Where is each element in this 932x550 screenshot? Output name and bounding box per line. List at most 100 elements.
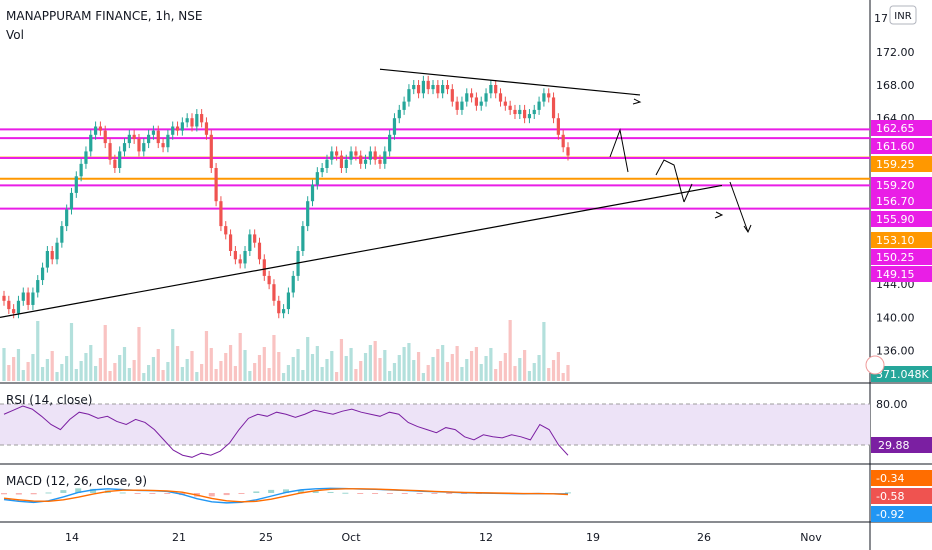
volume-bar: [267, 368, 271, 381]
volume-bar: [335, 372, 339, 381]
time-axis[interactable]: 14 21 25 Oct 12 19 26 Nov: [65, 531, 822, 544]
volume-bar: [238, 333, 242, 381]
price-label: 159.25: [876, 158, 915, 171]
candle-body: [426, 80, 430, 90]
candle-body: [363, 159, 368, 164]
candle-body: [175, 126, 180, 131]
macd-value-box: [871, 488, 932, 504]
macd-histogram-bar: [401, 493, 408, 494]
volume-bar: [69, 323, 74, 381]
arrow-head: [714, 211, 724, 219]
candle-body: [359, 155, 363, 164]
candle-body: [339, 155, 344, 168]
horizontal-levels: [0, 128, 870, 210]
x-axis-tick: 25: [259, 531, 273, 544]
rsi-axis-tick: 80.00: [876, 398, 908, 411]
scale-circle-button[interactable]: [865, 355, 885, 375]
currency-button[interactable]: [889, 5, 917, 25]
price-label: 149.15: [876, 268, 915, 281]
candle-body: [547, 93, 551, 98]
candle-body: [272, 284, 276, 301]
volume-bar: [40, 367, 45, 381]
candle-body: [325, 159, 329, 168]
volume-bar: [378, 358, 382, 381]
candle-body: [465, 93, 469, 102]
macd-value-box: [871, 470, 932, 486]
volume-bar: [421, 373, 425, 381]
candle-body: [84, 151, 88, 164]
candle-body: [180, 122, 184, 131]
candle-body: [118, 151, 122, 168]
volume-bar: [561, 373, 565, 381]
price-label-box: [871, 266, 932, 282]
price-label-box: [871, 138, 932, 154]
volume-bar: [209, 348, 213, 381]
volume-bar: [272, 335, 276, 381]
volume-bar: [431, 357, 435, 381]
volume-bar: [503, 353, 507, 381]
macd-histogram-bar: [342, 492, 349, 494]
macd-histogram-bar: [253, 491, 260, 493]
candle-body: [445, 85, 450, 90]
volume-bar: [392, 363, 397, 381]
macd-plot: -0.34 -0.58 -0.92: [1, 470, 932, 522]
price-label-box: [871, 232, 932, 248]
volume-bar: [445, 362, 450, 381]
volume-bar: [142, 373, 146, 381]
candle-body: [281, 309, 286, 314]
volume-bar: [291, 357, 295, 381]
price-label-box: [871, 366, 932, 382]
volume-bar: [214, 369, 218, 381]
x-axis-tick: 19: [586, 531, 600, 544]
volume-bar: [450, 354, 454, 381]
candle-body: [113, 159, 117, 168]
candle-body: [60, 226, 64, 243]
x-axis-tick: 14: [65, 531, 79, 544]
volume-bar: [277, 352, 281, 381]
candle-body: [50, 251, 54, 260]
candle-body: [248, 234, 252, 251]
macd-histogram-bar: [431, 493, 438, 494]
candle-body: [286, 292, 291, 310]
macd-histogram-bar: [75, 488, 82, 493]
macd-histogram-bar: [386, 493, 393, 494]
candle-body: [431, 85, 435, 90]
price-label: 155.90: [876, 213, 915, 226]
volume-bar: [359, 361, 363, 381]
macd-histogram-bar: [15, 493, 22, 495]
volume-bar: [151, 357, 156, 381]
volume-bar: [527, 371, 532, 381]
macd-histogram-bar: [238, 493, 245, 494]
candle-body: [219, 201, 223, 227]
volume-bar: [436, 349, 440, 381]
candle-body: [368, 151, 372, 160]
candle-body: [469, 93, 474, 98]
candle-body: [243, 251, 247, 264]
volume-bar: [523, 350, 527, 381]
candle-body: [508, 105, 512, 110]
volume-bar: [180, 367, 184, 381]
price-label-box: [871, 177, 932, 193]
candle-body: [16, 300, 21, 314]
candle-body: [335, 151, 339, 156]
symbol-title: MANAPPURAM FINANCE, 1h, NSE: [6, 9, 202, 23]
volume-bar: [363, 353, 368, 381]
volume-bar: [175, 346, 180, 381]
candle-body: [262, 259, 266, 276]
volume-bar: [518, 358, 522, 381]
candle-body: [489, 85, 493, 94]
candle-body: [388, 134, 392, 152]
volume-bar: [50, 351, 54, 381]
volume-bar: [2, 348, 6, 381]
macd-histogram-bar: [372, 493, 379, 494]
y-axis-tick: 140.00: [876, 311, 915, 324]
x-axis-tick: 21: [172, 531, 186, 544]
volume-bar: [286, 365, 291, 381]
volume-bar: [469, 351, 474, 381]
macd-histogram-bar: [268, 489, 275, 493]
volume-bar: [79, 361, 83, 381]
rsi-line: [3, 405, 569, 458]
volume-bar: [344, 356, 348, 381]
price-label-box: [871, 249, 932, 265]
volume-bar: [325, 359, 329, 381]
